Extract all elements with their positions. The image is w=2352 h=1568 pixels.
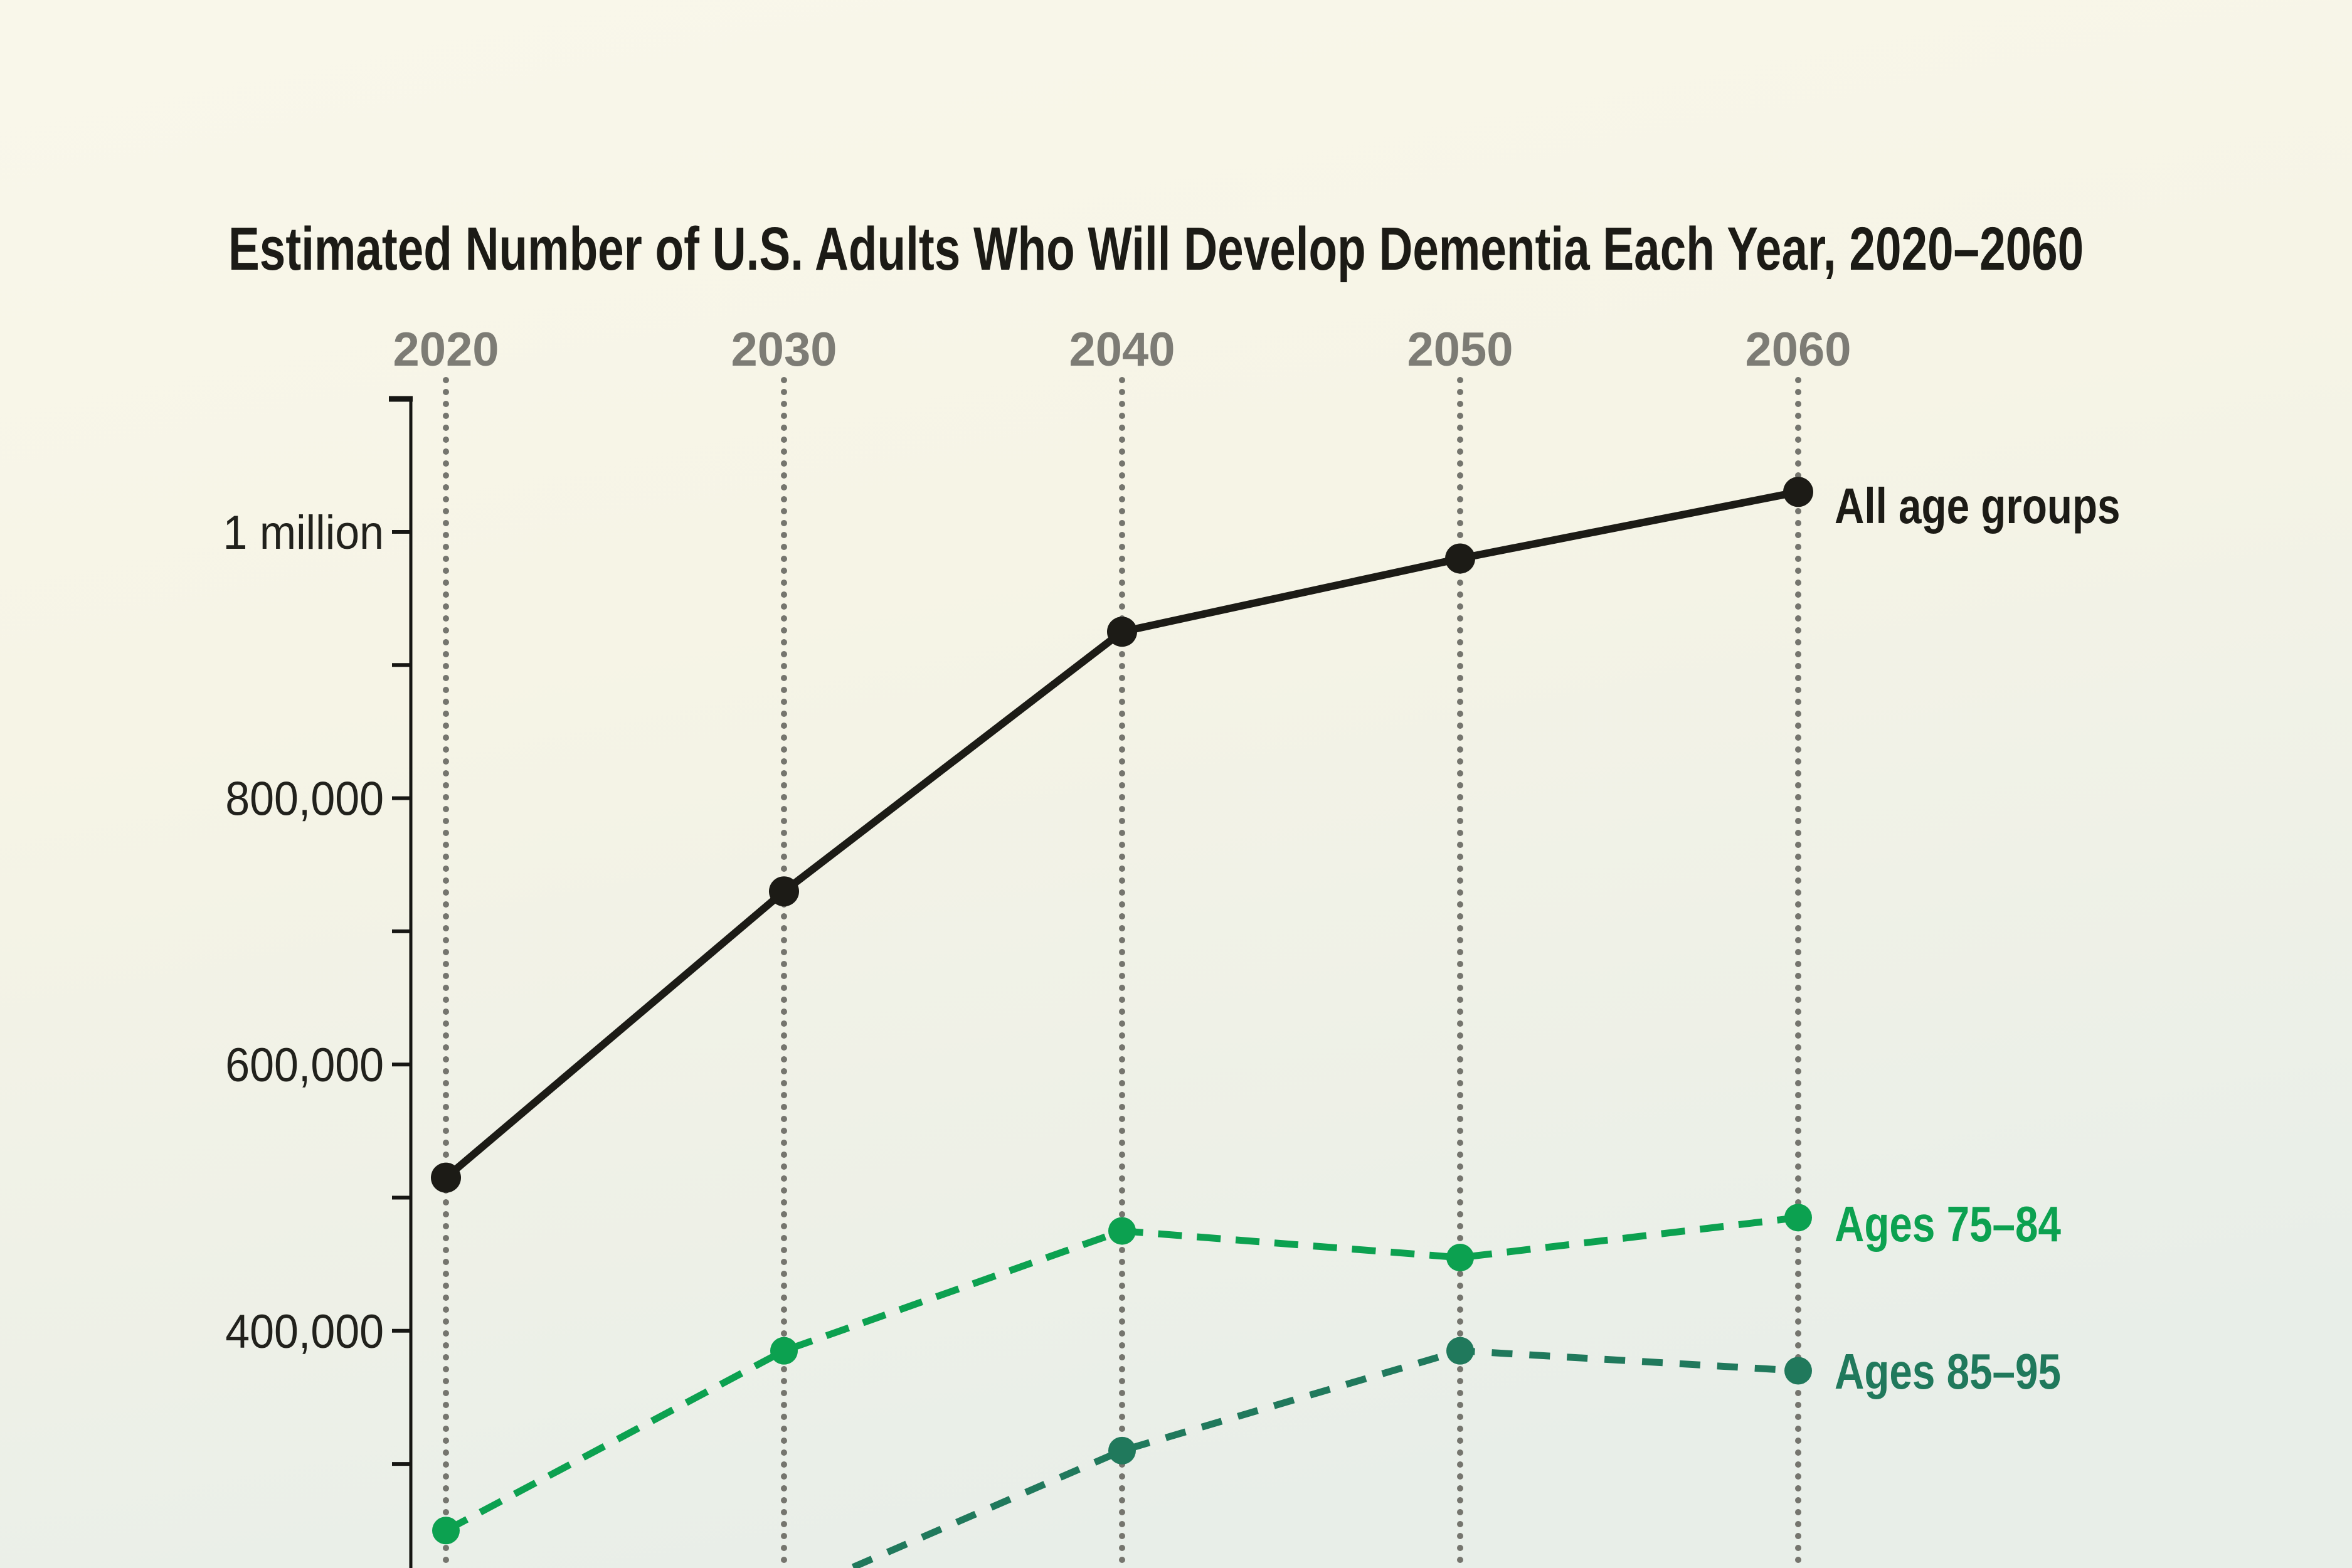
data-point-ages-75-84-2060 (1784, 1204, 1812, 1232)
y-axis-label-400000: 400,000 (225, 1305, 384, 1358)
series-label-all-age-groups: All age groups (1835, 478, 2121, 534)
chart-title: Estimated Number of U.S. Adults Who Will… (228, 216, 2084, 283)
y-axis-label-600000: 600,000 (225, 1039, 384, 1092)
data-point-all-age-groups-2060 (1783, 477, 1813, 507)
data-point-all-age-groups-2040 (1107, 617, 1137, 647)
y-axis-label-800000: 800,000 (225, 773, 384, 825)
series-label-ages-85-95: Ages 85–95 (1835, 1343, 2061, 1400)
data-series-group (431, 477, 1813, 1568)
x-axis-label-2020: 2020 (393, 323, 499, 376)
x-axis-label-2050: 2050 (1407, 323, 1513, 376)
x-axis-label-2030: 2030 (731, 323, 837, 376)
data-point-ages-85-95-2060 (1784, 1357, 1812, 1385)
x-axis-label-2040: 2040 (1069, 323, 1175, 376)
y-axis-group (389, 396, 413, 1568)
data-point-ages-85-95-2050 (1446, 1337, 1474, 1365)
series-label-ages-75-84: Ages 75–84 (1835, 1196, 2061, 1253)
x-axis-label-2060: 2060 (1745, 323, 1851, 376)
series-line-ages-85-95 (842, 1347, 1799, 1568)
x-axis-labels-group: 2020 2030 2040 2050 2060 (393, 323, 1851, 376)
data-point-ages-85-95-2040 (1108, 1436, 1136, 1465)
y-axis-labels-group: 1 million 800,000 600,000 400,000 (223, 506, 384, 1358)
data-point-ages-75-84-2040 (1108, 1217, 1136, 1245)
data-point-ages-75-84-2020 (432, 1517, 460, 1545)
data-point-ages-75-84-2030 (770, 1337, 798, 1365)
data-point-ages-75-84-2050 (1446, 1244, 1474, 1272)
data-point-all-age-groups-2020 (431, 1162, 461, 1193)
data-point-all-age-groups-2030 (769, 876, 799, 907)
y-axis-label-1000000: 1 million (223, 506, 384, 559)
data-point-all-age-groups-2050 (1445, 543, 1475, 574)
series-labels-group: All age groups Ages 75–84 Ages 85–95 (1835, 478, 2121, 1400)
